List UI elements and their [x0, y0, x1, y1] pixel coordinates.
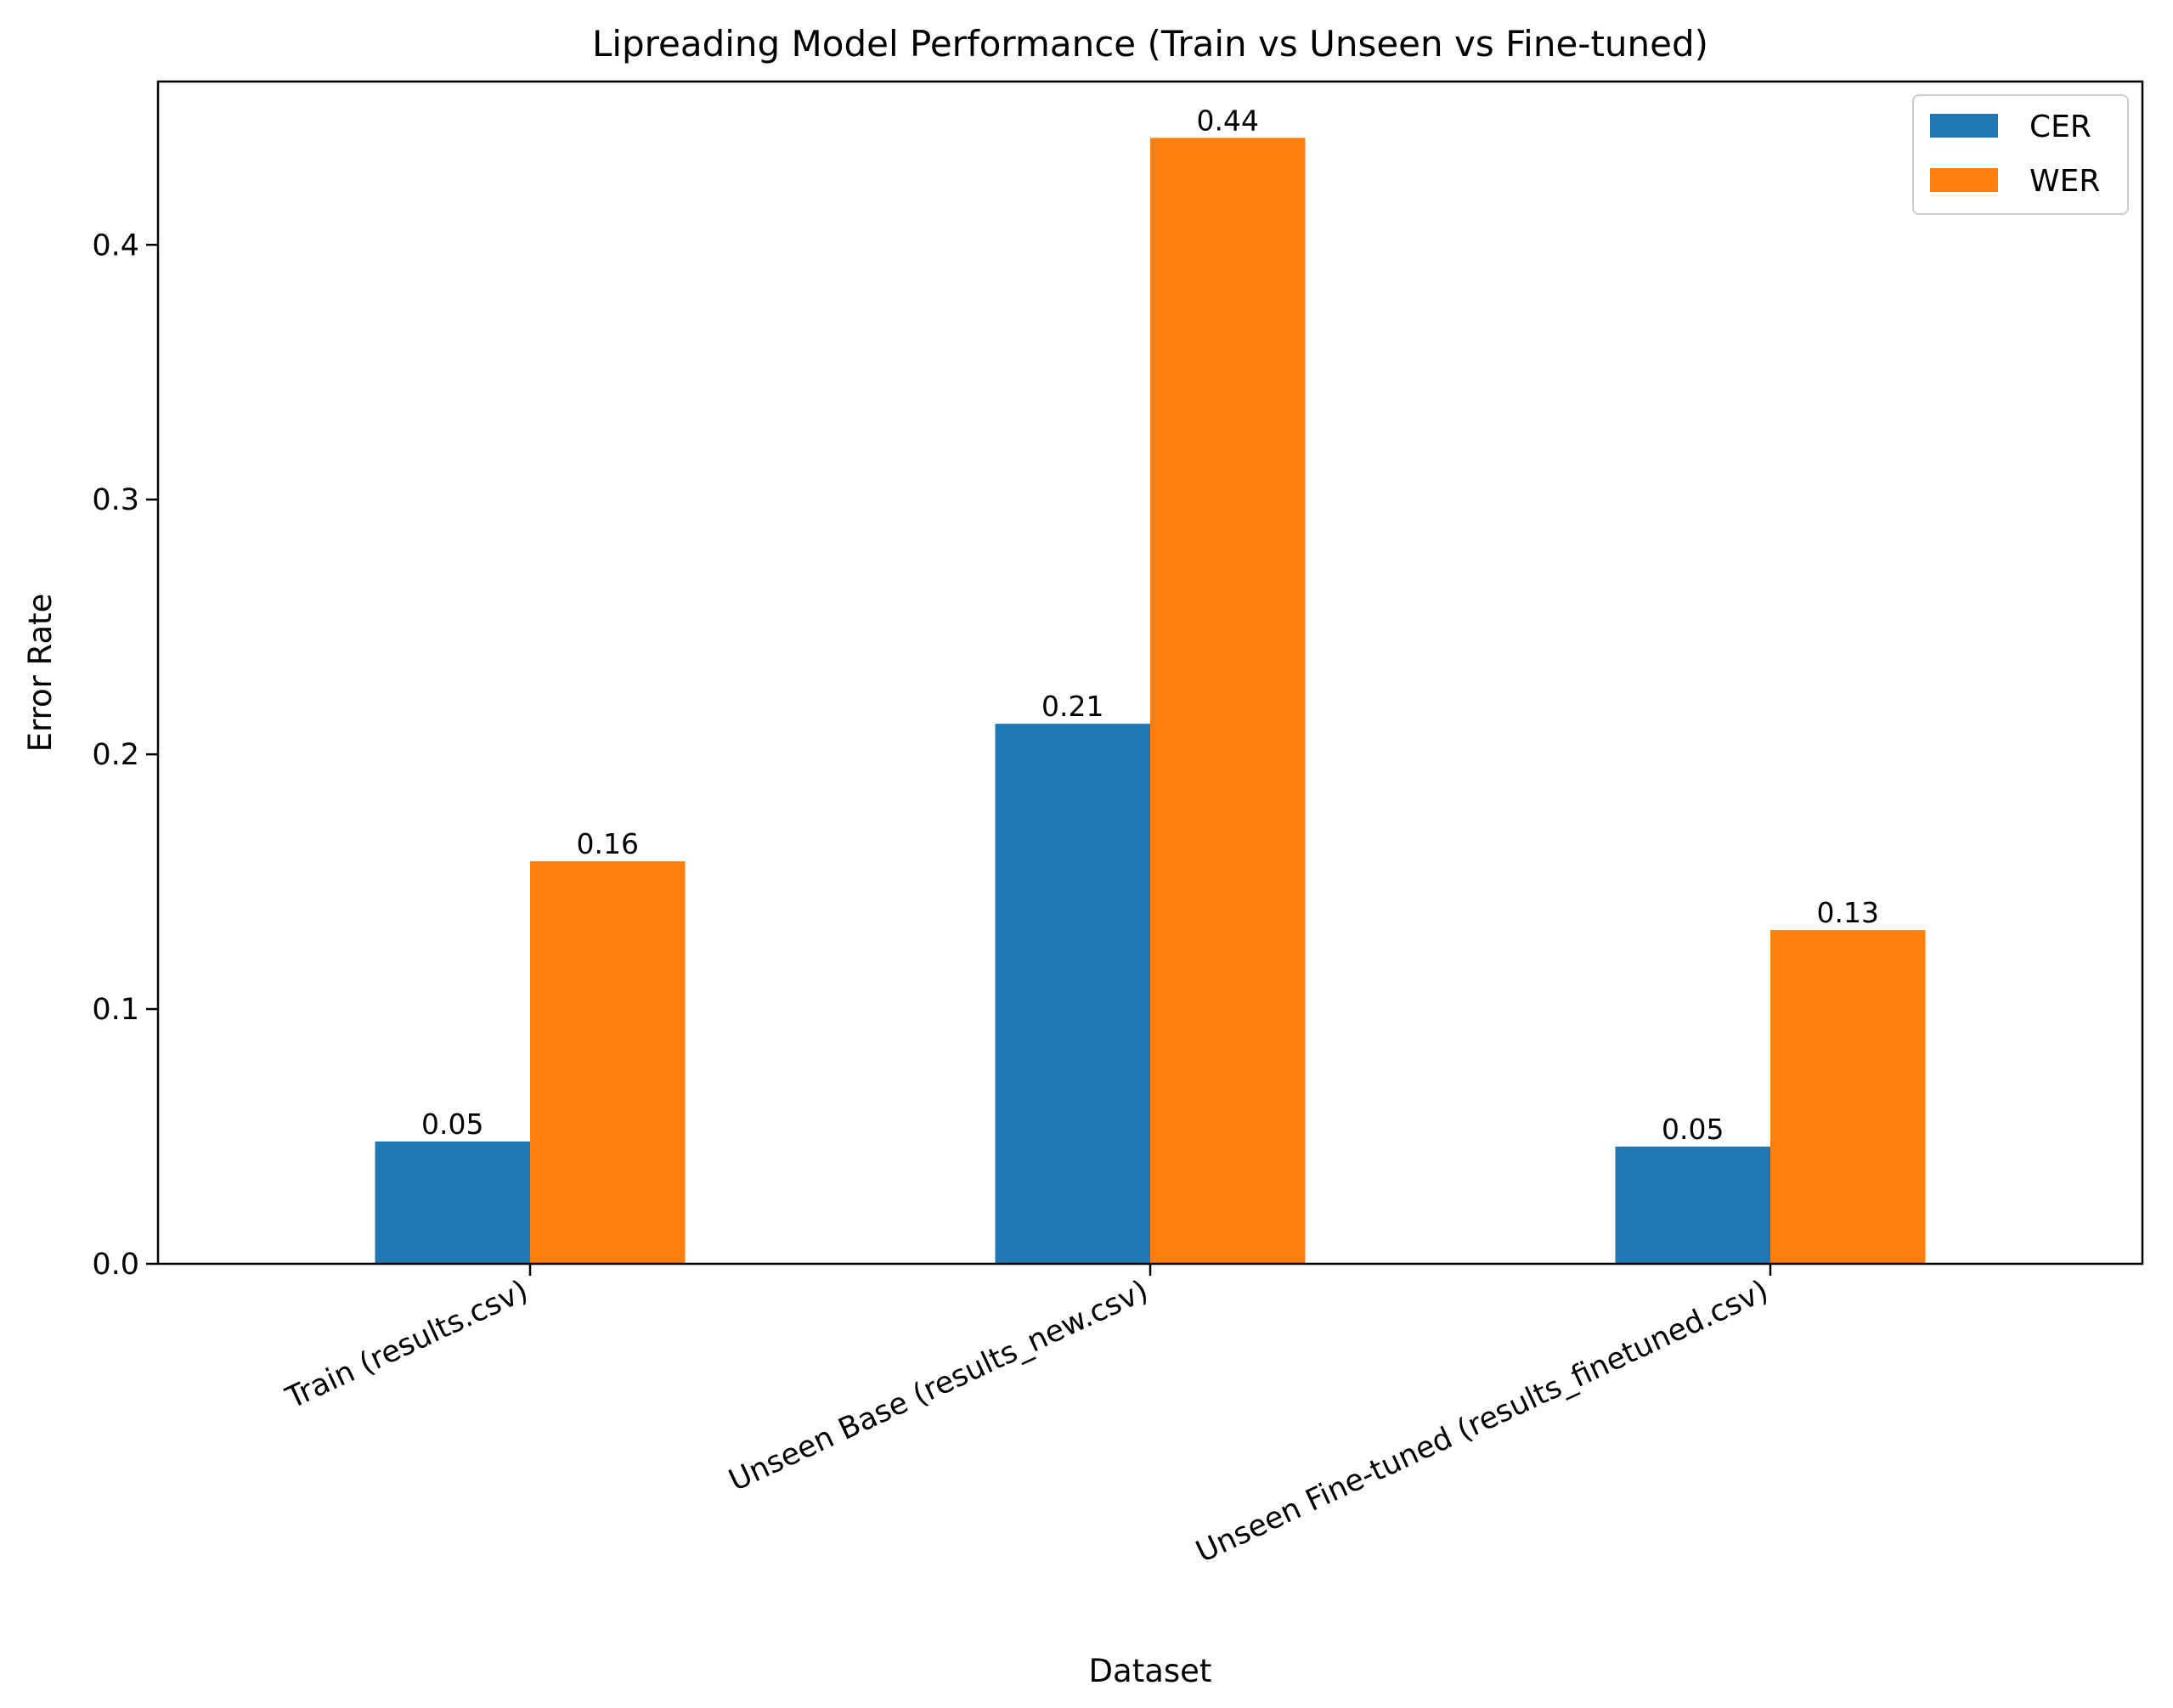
y-axis: 0.0 0.1 0.2 0.3 0.4 — [92, 228, 158, 1282]
bar-wer-1 — [1150, 138, 1306, 1264]
bar-cer-0 — [375, 1141, 530, 1264]
y-tick-label-1: 0.1 — [92, 993, 139, 1027]
bar-cer-2 — [1615, 1147, 1770, 1264]
bar-cer-1 — [995, 724, 1150, 1264]
bar-labels-layer: 0.05 0.21 0.05 0.16 0.44 0.13 — [421, 104, 1879, 1146]
y-tick-label-0: 0.0 — [92, 1248, 139, 1282]
x-axis-label: Dataset — [1089, 1653, 1212, 1689]
y-tick-label-4: 0.4 — [92, 228, 139, 262]
bar-label-cer-1: 0.21 — [1041, 690, 1103, 723]
y-axis-label: Error Rate — [22, 594, 59, 753]
y-tick-label-3: 0.3 — [92, 483, 139, 517]
bar-label-cer-0: 0.05 — [421, 1108, 483, 1141]
legend-label-wer: WER — [2029, 164, 2100, 199]
bar-wer-0 — [530, 861, 686, 1264]
bar-label-wer-0: 0.16 — [577, 827, 639, 860]
legend-label-cer: CER — [2029, 110, 2091, 144]
y-tick-label-2: 0.2 — [92, 738, 139, 772]
legend: CER WER — [1912, 94, 2129, 215]
bar-label-wer-1: 0.44 — [1197, 104, 1259, 137]
bar-label-cer-2: 0.05 — [1662, 1113, 1724, 1146]
legend-swatch-wer — [1930, 168, 1998, 192]
bar-wer-2 — [1770, 930, 1926, 1264]
chart-title: Lipreading Model Performance (Train vs U… — [592, 23, 1708, 65]
bar-label-wer-2: 0.13 — [1817, 896, 1879, 929]
bars-layer — [375, 138, 1926, 1264]
legend-swatch-cer — [1930, 114, 1998, 138]
